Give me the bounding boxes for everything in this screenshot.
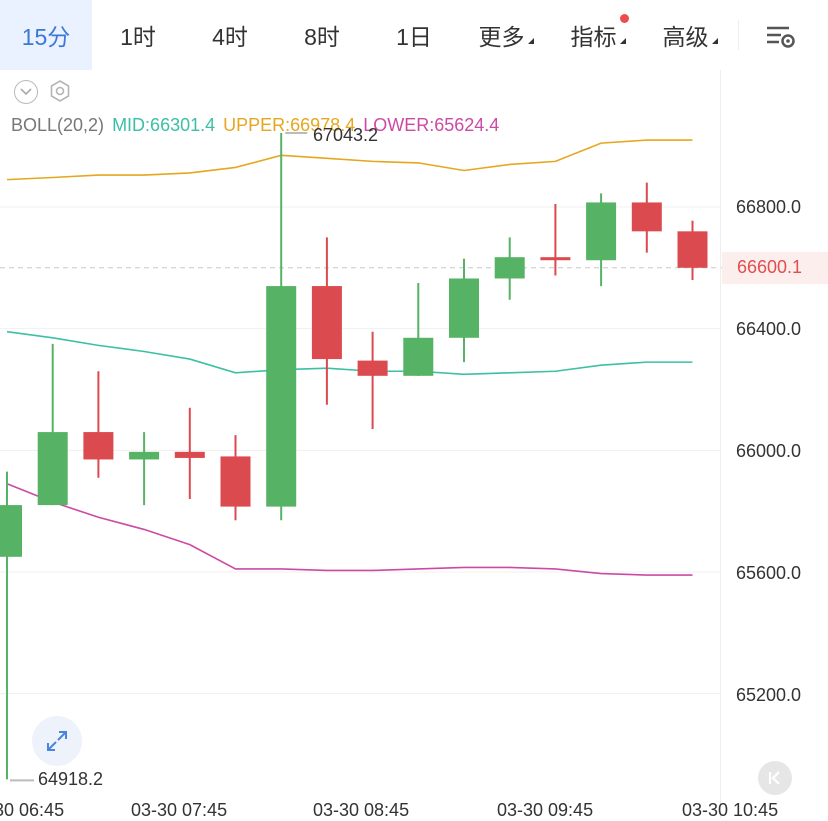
- candle-body: [129, 451, 160, 460]
- y-tick-label: 66800.0: [736, 197, 802, 217]
- chevron-down-icon[interactable]: [14, 80, 38, 104]
- high-price-label: 67043.2: [313, 125, 379, 145]
- boll-lower-line: [6, 483, 693, 576]
- tab-label: 更多: [478, 24, 525, 50]
- candle-body: [357, 360, 388, 376]
- tab-label: 1时: [120, 24, 156, 50]
- tab-8h[interactable]: 8时: [276, 0, 368, 70]
- candle-body: [311, 286, 342, 360]
- x-tick-label: 03-30 07:45: [131, 800, 228, 820]
- tab-1h[interactable]: 1时: [92, 0, 184, 70]
- y-tick-label: 66000.0: [736, 441, 802, 461]
- candle-body: [494, 257, 525, 279]
- boll-upper-line: [6, 139, 693, 181]
- dropdown-caret-icon: [619, 38, 626, 44]
- dropdown-caret-icon: [711, 38, 718, 44]
- dropdown-caret-icon: [527, 38, 534, 44]
- tab-label: 1日: [396, 24, 432, 50]
- tab-label: 高级: [662, 24, 709, 50]
- tab-label: 4时: [212, 24, 248, 50]
- tab-indicators[interactable]: 指标: [552, 0, 644, 70]
- tab-label: 8时: [304, 24, 340, 50]
- tab-advanced[interactable]: 高级: [644, 0, 736, 70]
- tab-4h[interactable]: 4时: [184, 0, 276, 70]
- candle-body: [631, 202, 662, 232]
- price-axis-divider: [720, 70, 721, 818]
- toolbar-divider: [738, 20, 739, 50]
- y-tick-label: 65200.0: [736, 685, 802, 705]
- tab-label: 15分: [21, 24, 71, 50]
- candle-body: [174, 451, 205, 458]
- expand-icon[interactable]: [32, 716, 82, 766]
- legend-mid: MID:66301.4: [112, 115, 216, 135]
- x-tick-label: 03-30 08:45: [313, 800, 410, 820]
- notification-dot: [620, 14, 629, 23]
- candle-body: [449, 278, 479, 338]
- candle-body: [403, 337, 434, 376]
- candle-body: [266, 286, 297, 507]
- legend-lower: LOWER:65624.4: [363, 115, 500, 135]
- candle-body: [677, 231, 708, 268]
- boll-mid-line: [6, 330, 693, 376]
- boll-legend: BOLL(20,2) MID:66301.4 UPPER:66978.4 LOWER:…: [11, 115, 507, 136]
- timeframe-toolbar: 15分 1时 4时 8时 1日 更多 指标 高级: [0, 0, 828, 70]
- candle-body: [0, 505, 22, 557]
- legend-upper: UPPER:66978.4: [223, 115, 356, 135]
- chart-settings-icon[interactable]: [760, 16, 800, 56]
- gear-icon[interactable]: [48, 79, 72, 103]
- collapse-icon[interactable]: [758, 761, 792, 795]
- x-tick-label: 03-30 06:45: [0, 800, 65, 820]
- legend-boll-label: BOLL(20,2): [11, 115, 105, 135]
- tab-label: 指标: [570, 24, 617, 50]
- current-price-tag: 66600.1: [722, 252, 828, 284]
- current-price-value: 66600.1: [737, 257, 803, 277]
- tab-1d[interactable]: 1日: [368, 0, 460, 70]
- candle-body: [586, 202, 617, 261]
- x-tick-label: 03-30 09:45: [497, 800, 594, 820]
- y-tick-label: 66400.0: [736, 319, 802, 339]
- candle-body: [220, 456, 251, 507]
- x-tick-label: 03-30 10:45: [682, 800, 779, 820]
- candle-body: [540, 257, 571, 261]
- candle-body: [37, 432, 68, 506]
- tab-more[interactable]: 更多: [460, 0, 552, 70]
- low-price-label: 64918.2: [38, 769, 104, 789]
- y-tick-label: 65600.0: [736, 563, 802, 583]
- tab-15m[interactable]: 15分: [0, 0, 92, 70]
- candle-body: [83, 432, 114, 460]
